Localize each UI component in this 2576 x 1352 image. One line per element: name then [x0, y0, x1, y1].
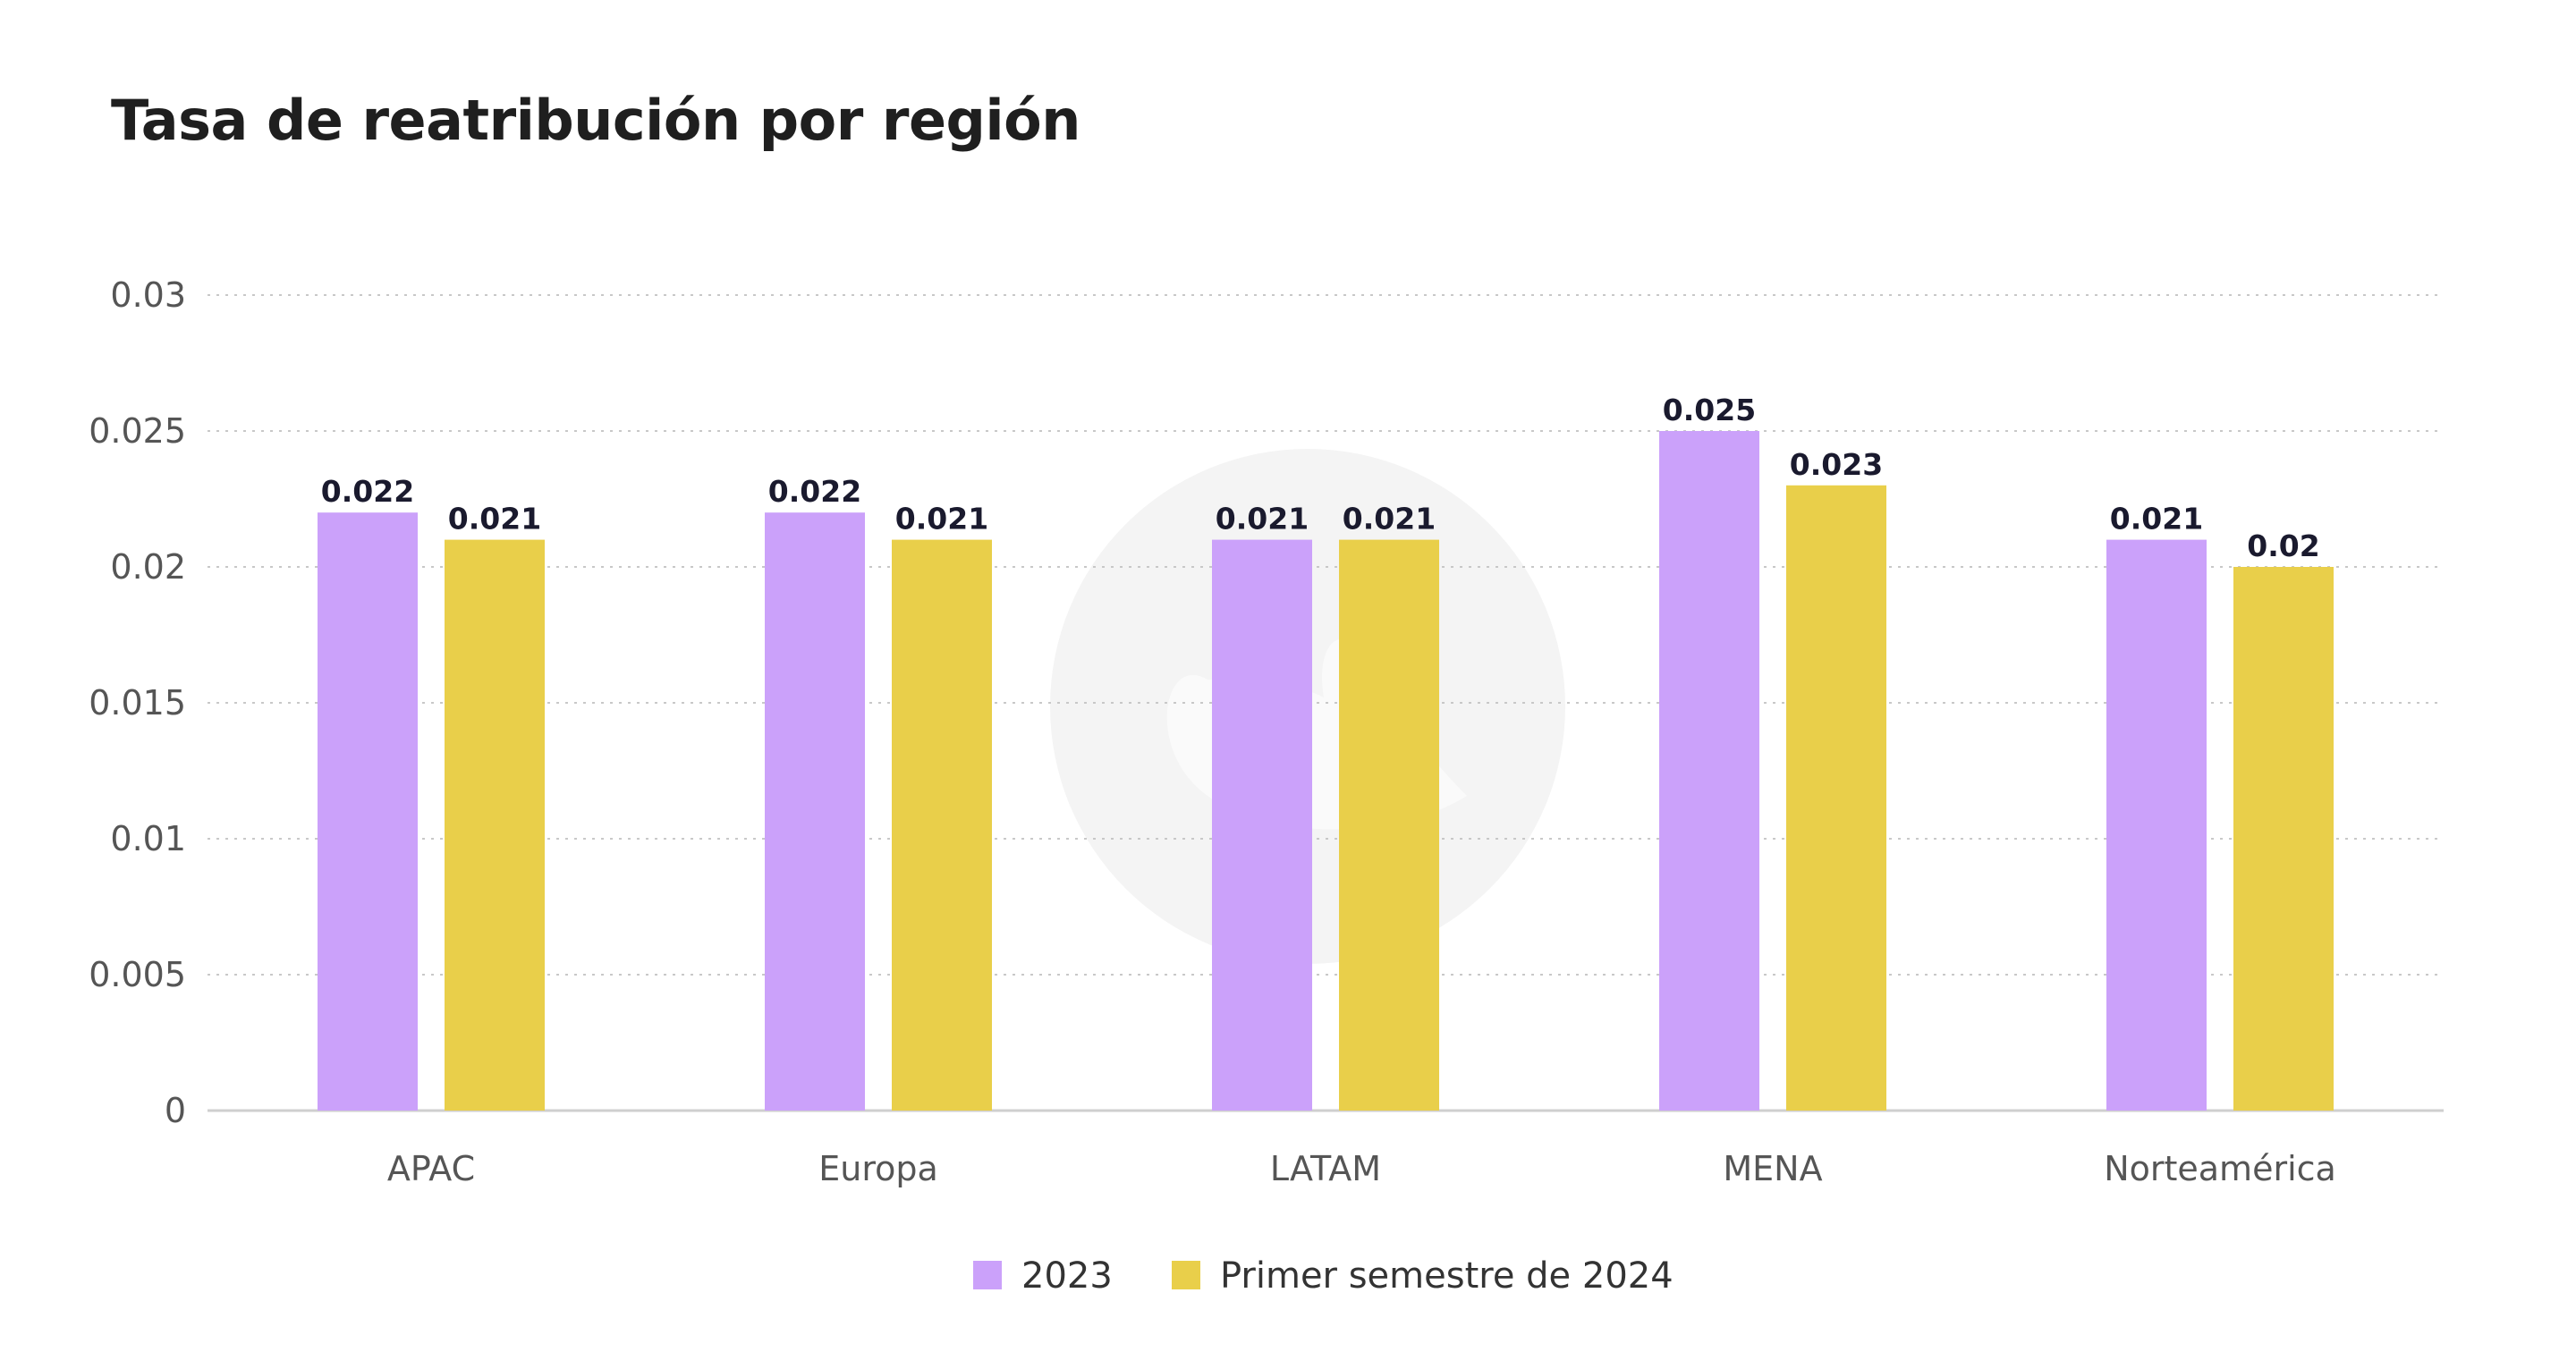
bar-mena-series-1: [1786, 485, 1886, 1111]
gridlines: [208, 294, 2444, 1112]
y-tick-label: 0.005: [89, 955, 186, 994]
bars: [318, 431, 2334, 1111]
x-category-label: APAC: [387, 1149, 475, 1188]
y-tick-label: 0.02: [110, 547, 186, 587]
bar-apac-series-1: [445, 539, 545, 1111]
bar-norteamérica-series-1: [2233, 567, 2334, 1111]
legend-label: 2023: [1021, 1255, 1113, 1297]
data-label: 0.022: [768, 474, 861, 509]
data-label: 0.02: [2247, 528, 2319, 563]
bar-latam-series-0: [1212, 539, 1312, 1111]
bar-norteamérica-series-0: [2106, 539, 2207, 1111]
data-label: 0.021: [448, 502, 541, 537]
x-axis: APAC Europa LATAM MENA Norteamérica: [387, 1149, 2336, 1188]
data-label: 0.023: [1790, 447, 1883, 482]
bar-europa-series-1: [892, 539, 992, 1111]
data-labels: 0.022 0.021 0.022 0.021 0.021 0.021 0.025 0.023…: [321, 393, 2320, 563]
chart-title: Tasa de reatribución por región: [111, 88, 1080, 153]
bar-mena-series-0: [1659, 431, 1759, 1111]
y-axis: 0 0.005 0.01 0.015 0.02 0.025 0.03: [89, 275, 186, 1130]
legend: 2023 Primer semestre de 2024: [973, 1255, 1674, 1297]
bar-apac-series-0: [318, 512, 418, 1111]
x-category-label: Europa: [818, 1149, 938, 1188]
data-label: 0.022: [321, 474, 414, 509]
bar-europa-series-0: [765, 512, 865, 1111]
data-label: 0.021: [1216, 502, 1309, 537]
y-tick-label: 0.01: [110, 819, 186, 858]
x-category-label: Norteamérica: [2104, 1149, 2336, 1188]
x-category-label: LATAM: [1270, 1149, 1381, 1188]
data-label: 0.021: [1343, 502, 1436, 537]
legend-swatch: [973, 1261, 1002, 1289]
data-label: 0.025: [1663, 393, 1756, 427]
y-tick-label: 0.025: [89, 411, 186, 451]
x-category-label: MENA: [1723, 1149, 1822, 1188]
bar-latam-series-1: [1339, 539, 1439, 1111]
y-tick-label: 0.015: [89, 683, 186, 722]
y-tick-label: 0: [165, 1091, 186, 1130]
legend-swatch: [1172, 1261, 1200, 1289]
data-label: 0.021: [895, 502, 988, 537]
data-label: 0.021: [2110, 502, 2203, 537]
y-tick-label: 0.03: [110, 275, 186, 315]
legend-label: Primer semestre de 2024: [1220, 1255, 1674, 1297]
